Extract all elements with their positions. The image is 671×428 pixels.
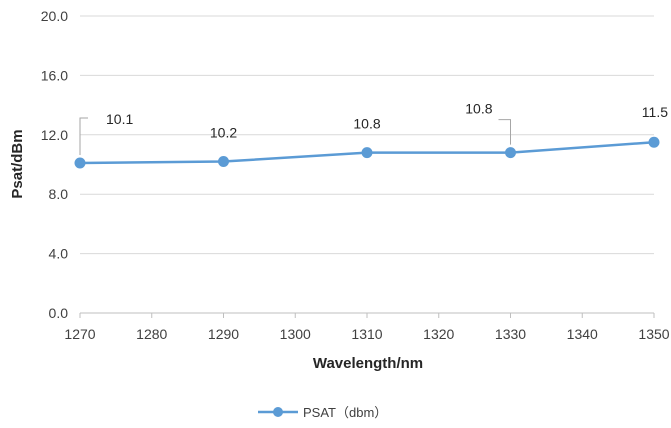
x-tick-label: 1270 [64,326,95,342]
x-tick-label: 1320 [423,326,454,342]
y-tick-label: 4.0 [49,246,69,262]
legend-label: PSAT（dbm） [303,405,387,420]
y-tick-label: 0.0 [49,305,69,321]
x-tick-label: 1290 [208,326,239,342]
x-tick-label: 1280 [136,326,167,342]
data-point [74,157,86,169]
leader-line [79,117,88,156]
data-label: 10.1 [106,111,133,127]
data-label: 10.8 [353,116,380,132]
y-tick-label: 12.0 [41,127,68,143]
data-point [361,147,373,159]
gridlines [80,15,654,255]
data-label: 10.2 [210,125,237,141]
data-point [505,147,516,159]
legend-marker-swatch [273,407,283,417]
y-axis-title: Psat/dBm [9,129,26,198]
y-tick-label: 16.0 [41,67,68,83]
y-tick-label: 20.0 [41,8,68,24]
data-label: 10.8 [465,101,492,117]
series-group [74,136,660,169]
label-leader-lines [79,117,511,156]
data-point [218,156,229,168]
x-tick-label: 1330 [495,326,526,342]
x-tick-label: 1350 [638,326,669,342]
x-tick-label: 1300 [280,326,311,342]
y-tick-label: 8.0 [49,186,69,202]
x-axis-ticks: 1270 1280 1290 1300 1310 1320 1330 1340 1350 [64,313,670,342]
y-axis-ticks: 0.0 4.0 8.0 12.0 16.0 20.0 [41,8,68,321]
leader-line [498,119,511,145]
data-labels: 10.1 10.2 10.8 10.8 11.5 [106,101,668,141]
data-label: 11.5 [642,104,668,120]
data-point [648,136,660,148]
x-tick-label: 1340 [567,326,598,342]
x-tick-label: 1310 [351,326,382,342]
legend: PSAT（dbm） [258,405,387,420]
x-axis-title: Wavelength/nm [313,355,423,372]
